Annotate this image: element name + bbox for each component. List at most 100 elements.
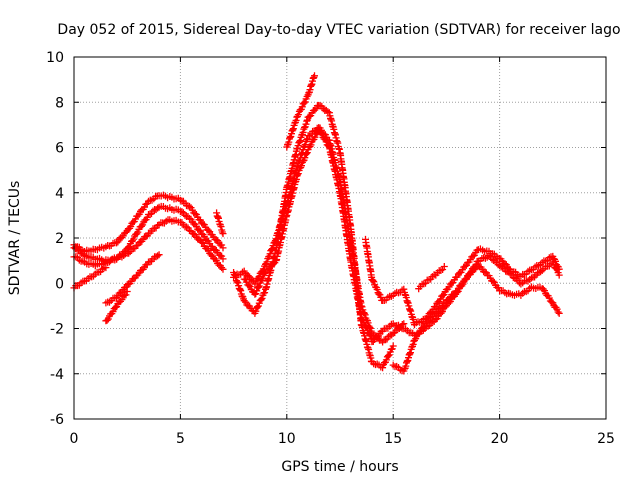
data-point bbox=[294, 170, 302, 178]
data-point bbox=[137, 222, 145, 230]
x-axis-label: GPS time / hours bbox=[281, 459, 398, 475]
data-point bbox=[102, 264, 110, 272]
data-point bbox=[154, 204, 162, 212]
data-point bbox=[109, 308, 117, 316]
data-point bbox=[246, 283, 254, 291]
data-point bbox=[113, 303, 121, 311]
plot-frame bbox=[73, 56, 607, 420]
data-point bbox=[263, 258, 271, 266]
series-track-7 bbox=[213, 209, 227, 238]
data-point bbox=[146, 210, 154, 218]
data-point bbox=[186, 202, 193, 210]
series-track-11 bbox=[283, 72, 318, 151]
series-track-3 bbox=[70, 216, 227, 273]
data-point bbox=[296, 138, 304, 146]
data-point bbox=[318, 130, 326, 138]
data-point bbox=[496, 262, 504, 270]
data-point bbox=[191, 210, 199, 218]
data-point bbox=[218, 228, 226, 236]
data-point bbox=[393, 362, 401, 370]
data-point bbox=[237, 287, 245, 295]
data-point bbox=[305, 89, 313, 97]
data-point bbox=[528, 274, 535, 282]
data-point bbox=[550, 261, 558, 269]
data-point bbox=[307, 141, 315, 149]
data-point bbox=[200, 232, 208, 240]
y-tick-label: -2 bbox=[50, 322, 64, 338]
data-point bbox=[402, 294, 410, 301]
data-point bbox=[301, 154, 309, 162]
data-point bbox=[236, 285, 244, 293]
data-point bbox=[506, 270, 514, 277]
data-point bbox=[233, 278, 241, 286]
data-point bbox=[204, 246, 212, 254]
data-point bbox=[296, 137, 304, 144]
y-tick-label: 4 bbox=[55, 186, 64, 202]
data-point bbox=[545, 294, 553, 302]
x-tick-label: 5 bbox=[176, 431, 185, 447]
data-point bbox=[298, 103, 306, 111]
data-point bbox=[204, 226, 212, 234]
data-point bbox=[219, 230, 227, 238]
x-tick-label: 25 bbox=[597, 431, 615, 447]
data-point bbox=[123, 288, 131, 295]
data-point bbox=[373, 286, 381, 293]
x-tick-label: 0 bbox=[70, 431, 79, 447]
data-point bbox=[469, 252, 477, 260]
data-point bbox=[122, 291, 130, 299]
data-point bbox=[440, 263, 448, 270]
data-point bbox=[245, 282, 253, 290]
data-point bbox=[251, 280, 259, 288]
data-point bbox=[286, 133, 294, 141]
x-axis-ticks: 0 5 10 15 20 25 bbox=[70, 57, 615, 447]
data-point bbox=[324, 142, 332, 150]
data-point bbox=[155, 251, 163, 259]
grid-lines bbox=[74, 57, 606, 419]
data-point bbox=[382, 356, 390, 364]
data-point bbox=[310, 74, 318, 81]
data-point bbox=[509, 274, 517, 282]
data-point bbox=[303, 149, 311, 157]
data-point bbox=[432, 309, 440, 317]
data-point bbox=[187, 215, 195, 223]
data-point bbox=[181, 211, 189, 219]
series-track-15 bbox=[415, 263, 448, 293]
data-point bbox=[292, 116, 300, 124]
data-point bbox=[186, 214, 193, 222]
data-point bbox=[176, 196, 184, 204]
data-point bbox=[219, 265, 227, 273]
data-point bbox=[252, 307, 260, 315]
data-point bbox=[196, 227, 204, 235]
data-point bbox=[407, 349, 414, 357]
data-point bbox=[553, 266, 561, 274]
series-track-4 bbox=[70, 264, 110, 292]
data-point bbox=[271, 238, 279, 246]
y-tick-label: 8 bbox=[55, 95, 64, 111]
data-point bbox=[370, 278, 378, 286]
data-point bbox=[485, 252, 493, 260]
series-track-9 bbox=[230, 124, 408, 346]
data-point bbox=[488, 255, 496, 263]
data-point bbox=[207, 251, 215, 259]
data-point bbox=[198, 238, 206, 246]
data-point bbox=[494, 284, 502, 292]
data-point bbox=[212, 257, 220, 264]
data-point bbox=[439, 291, 447, 299]
data-point bbox=[299, 128, 307, 136]
data-point bbox=[139, 221, 147, 229]
data-point bbox=[254, 303, 261, 311]
data-point bbox=[555, 309, 563, 317]
series-track-6 bbox=[102, 288, 131, 325]
data-point bbox=[305, 112, 313, 120]
data-point bbox=[409, 315, 417, 323]
y-tick-label: 2 bbox=[55, 231, 64, 247]
x-tick-label: 10 bbox=[278, 431, 296, 447]
x-tick-label: 20 bbox=[491, 431, 509, 447]
data-point bbox=[419, 324, 427, 331]
data-point bbox=[489, 277, 497, 285]
data-point bbox=[407, 307, 415, 315]
data-point bbox=[268, 246, 276, 254]
data-point bbox=[294, 111, 302, 119]
data-point bbox=[289, 125, 297, 133]
data-point bbox=[135, 210, 143, 218]
